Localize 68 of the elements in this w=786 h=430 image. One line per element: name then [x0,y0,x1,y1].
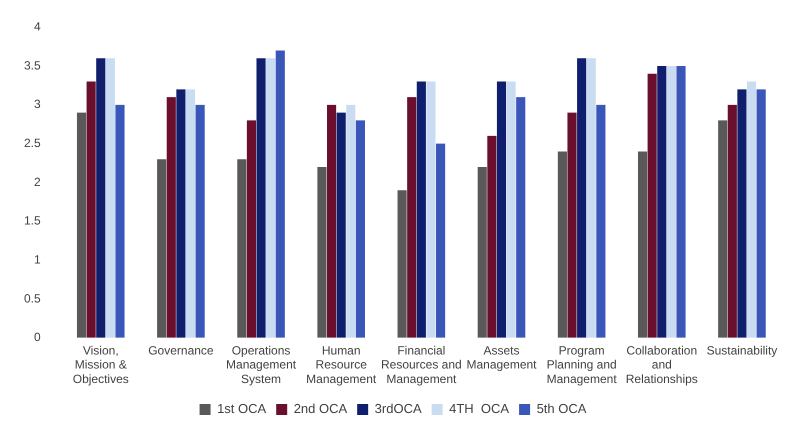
bar [586,58,596,338]
legend-label: 4TH OCA [449,401,510,416]
bar [157,159,166,338]
y-tick-label: 0 [34,330,41,344]
bar [106,58,115,338]
legend-label: 2nd OCA [294,401,348,416]
bar [666,66,676,338]
bar [676,66,686,338]
bar [416,82,426,338]
legend-label: 3rdOCA [374,401,422,416]
bar [596,104,606,338]
bar [426,82,436,338]
bar [407,97,416,338]
x-tick-label: Financial Resources and Management [380,343,462,386]
bar [266,58,276,338]
bar [196,104,205,338]
bar [506,82,516,338]
bar [436,144,446,338]
bar [487,136,496,338]
bar [718,120,728,338]
x-tick-label: Sustainability [706,343,778,358]
bar [577,58,586,338]
bar [256,58,266,338]
x-tick-label: Collaboration and Relationships [626,343,698,386]
bar [756,89,766,338]
bar [346,104,356,338]
y-tick-label: 2 [34,174,41,189]
bar [356,120,365,338]
x-tick-label: Human Resource Management [306,343,377,386]
bar [398,190,407,338]
bar [327,104,336,338]
y-tick-label: 1 [34,252,41,266]
bar [186,89,196,338]
bar [638,151,648,338]
bar [86,82,96,338]
y-tick-label: 2.5 [24,136,41,150]
y-tick-label: 4 [34,20,41,34]
bar [115,104,125,338]
y-tick-label: 1.5 [24,214,41,228]
bar [496,82,506,338]
y-tick-label: 3 [34,97,41,112]
bar [478,166,487,338]
x-tick-label: Program Planning and Management [546,343,618,386]
x-tick-label: Assets Management [466,343,538,372]
bar [317,166,327,338]
bar [737,89,746,338]
bar [176,89,186,338]
y-tick-label: 3.5 [24,58,41,72]
bar [746,82,756,338]
legend-label: 1st OCA [217,401,267,416]
bar [96,58,106,338]
bar [516,97,526,338]
bar [76,112,86,338]
bar [336,112,346,338]
bar [657,66,666,338]
bar [567,112,577,338]
x-tick-label: Vision, Mission & Objectives [72,343,129,386]
bar [166,97,176,338]
bar [648,74,657,338]
bar [558,151,567,338]
x-tick-label: Governance [148,343,214,358]
bar [237,159,246,338]
bar [276,50,285,338]
x-tick-label: Operations Management System [226,343,297,386]
bar [728,104,737,338]
legend-label: 5th OCA [536,401,587,416]
bar [246,120,256,338]
y-tick-label: 0.5 [24,291,41,306]
